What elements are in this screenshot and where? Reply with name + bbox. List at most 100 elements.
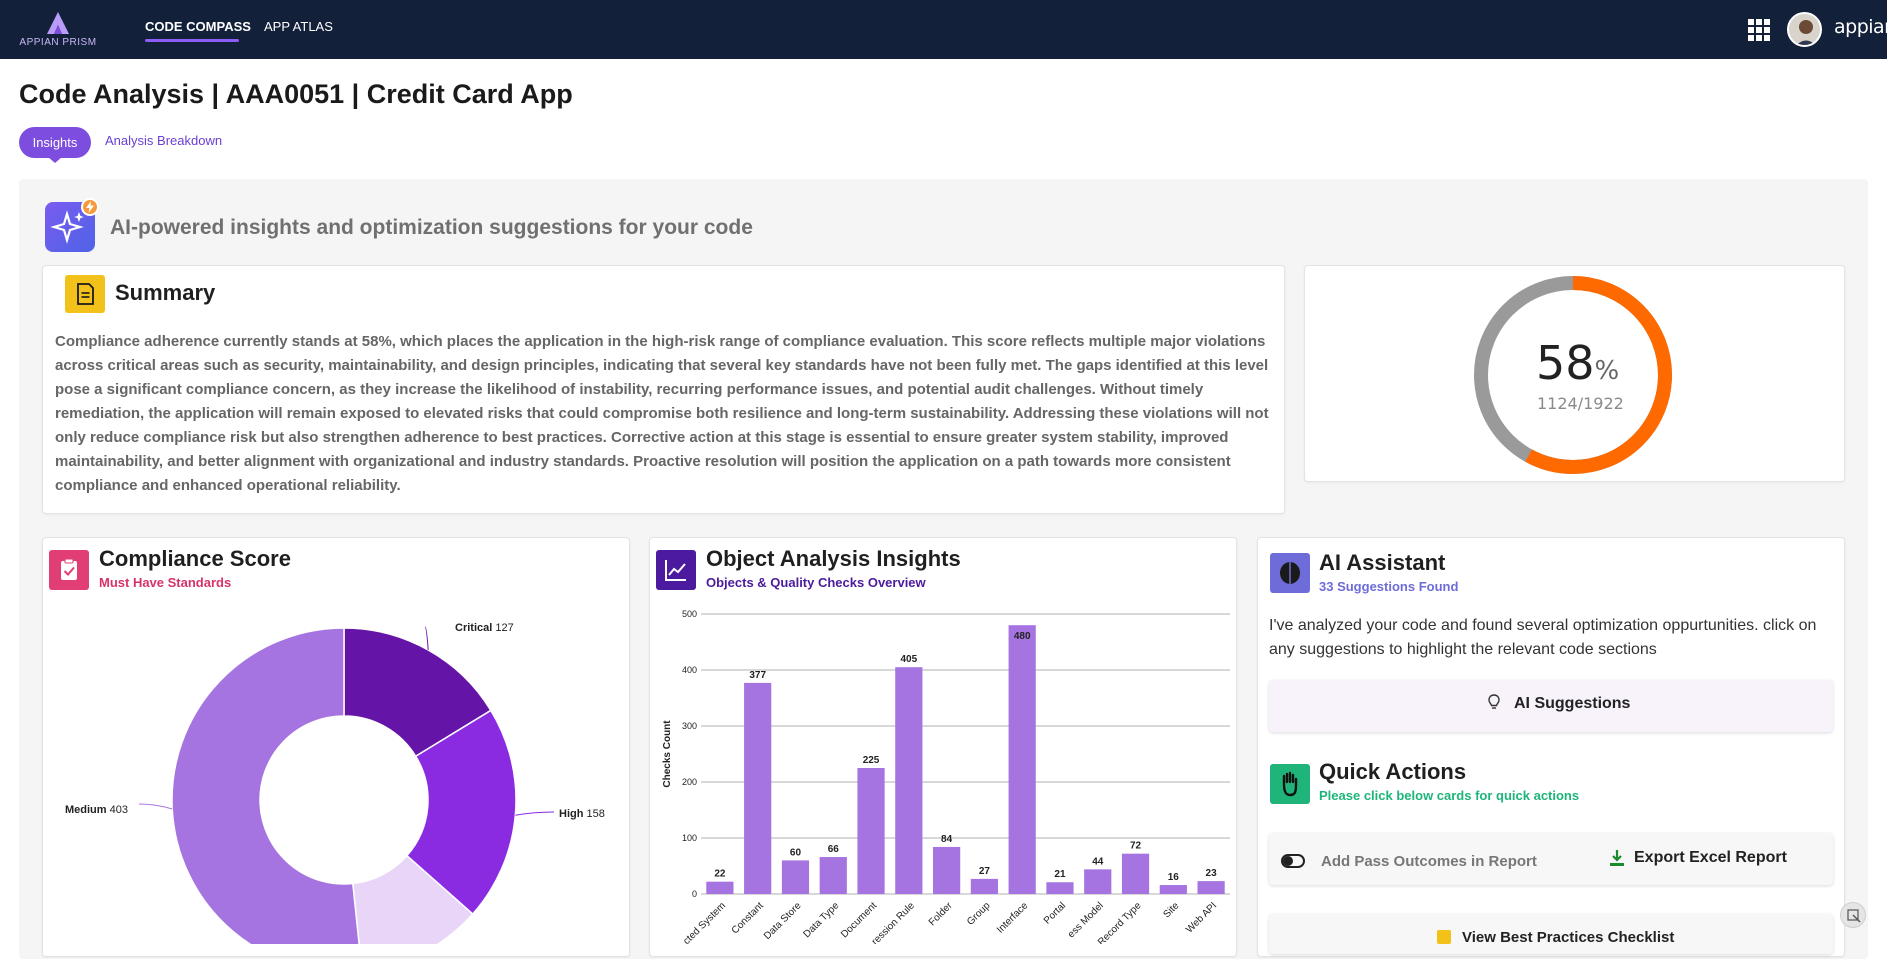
slice-label-value: 158: [587, 808, 605, 820]
y-axis-label: Checks Count: [662, 720, 673, 788]
bar: [1121, 853, 1150, 894]
y-tick-label: 500: [682, 609, 697, 619]
bar-data-label: 60: [790, 847, 802, 858]
lightbulb-icon: [1488, 694, 1500, 709]
slice-leader-line: [138, 803, 173, 810]
bar-data-label: 480: [1014, 631, 1031, 642]
top-navigation-bar: APPIAN PRISM CODE COMPASS APP ATLAS appi…: [0, 0, 1887, 59]
prism-icon: [47, 12, 69, 34]
x-tick-label: Interface: [995, 900, 1031, 936]
slice-leader-line: [424, 626, 429, 651]
add-pass-outcomes-label[interactable]: Add Pass Outcomes in Report: [1321, 853, 1537, 870]
ai-assistant-message: I've analyzed your code and found severa…: [1269, 617, 1817, 658]
bar-data-label: 66: [828, 844, 840, 855]
bar-data-label: 225: [863, 755, 880, 766]
trend-chart-icon: [656, 550, 696, 590]
slice-label: Medium 403: [65, 804, 128, 816]
slice-label-name: High: [559, 808, 587, 820]
x-tick-label: Group: [965, 900, 993, 928]
bar: [781, 860, 810, 894]
user-avatar[interactable]: [1787, 12, 1822, 47]
donut-slice: [171, 627, 360, 944]
clipboard-check-icon: [49, 550, 89, 590]
tab-insights[interactable]: Insights: [19, 127, 91, 158]
x-tick-label: Data Store: [762, 900, 804, 942]
corner-tool-button[interactable]: [1840, 902, 1866, 928]
bar: [857, 768, 885, 894]
quick-actions-subtitle: Please click below cards for quick actio…: [1319, 788, 1580, 803]
y-tick-label: 100: [682, 833, 697, 843]
slice-label-name: Medium: [65, 804, 110, 816]
x-tick-label: Constant: [730, 900, 766, 936]
document-icon: [65, 275, 105, 313]
checks-bar-chart: 0 100 200 300 400 500 Checks Count 22 cted Syste…: [662, 609, 1230, 944]
ai-suggestions-label[interactable]: AI Suggestions: [1514, 695, 1631, 712]
nav-code-compass[interactable]: CODE COMPASS: [145, 19, 251, 34]
nav-active-indicator: [145, 39, 239, 42]
bar-data-label: 72: [1130, 841, 1142, 852]
bar-data-label: 377: [749, 670, 766, 681]
ring-filled-arc: [1474, 276, 1672, 474]
slice-label-value: 403: [110, 804, 128, 816]
quick-actions-title: Quick Actions: [1319, 759, 1467, 784]
active-tab-pointer: [48, 157, 62, 163]
hand-icon: [1270, 764, 1310, 804]
ai-assistant-title: AI Assistant: [1319, 550, 1446, 575]
percent-sign: %: [1594, 356, 1620, 386]
summary-card: [42, 265, 1285, 514]
compliance-donut-chart: Critical 127 High 158 Medium 403: [65, 622, 605, 944]
x-tick-label: Site: [1161, 900, 1181, 920]
y-tick-label: 0: [692, 889, 697, 899]
logo-text: APPIAN PRISM: [19, 37, 97, 48]
toggle-switch-icon[interactable]: [1281, 854, 1305, 868]
bar: [1046, 882, 1074, 894]
view-checklist-button[interactable]: View Best Practices Checklist: [1462, 929, 1675, 946]
summary-text: Compliance adherence currently stands at…: [55, 333, 1269, 494]
slice-label: Critical 127: [455, 622, 514, 634]
compliance-ring-card: [1304, 265, 1845, 482]
download-icon: [1610, 850, 1624, 866]
ai-suggestions-button[interactable]: [1269, 680, 1833, 732]
bar: [1197, 881, 1225, 894]
tab-analysis-breakdown[interactable]: Analysis Breakdown: [105, 133, 223, 148]
quick-actions-row: [1269, 833, 1833, 885]
x-tick-label: cted System: [681, 900, 728, 944]
lightning-badge-icon: [81, 198, 99, 216]
x-tick-label: Document: [839, 900, 879, 940]
export-excel-button[interactable]: Export Excel Report: [1634, 849, 1787, 866]
nav-app-atlas[interactable]: APP ATLAS: [264, 19, 333, 34]
bar-data-label: 405: [900, 654, 917, 665]
x-tick-label: Web API: [1184, 900, 1219, 935]
x-tick-label: ess Model: [1066, 900, 1106, 940]
bar-data-label: 22: [714, 869, 726, 880]
compliance-score-subtitle: Must Have Standards: [99, 575, 232, 590]
compliance-percent: 58%: [1536, 336, 1619, 390]
page-title: Code Analysis | AAA0051 | Credit Card Ap…: [19, 79, 573, 109]
brain-icon: [1270, 553, 1310, 593]
appian-brand-logo[interactable]: appian: [1834, 16, 1887, 38]
x-tick-label: Folder: [927, 900, 955, 928]
object-analysis-title: Object Analysis Insights: [706, 546, 961, 571]
slice-leader-line: [515, 811, 555, 816]
bar: [933, 846, 961, 894]
y-tick-label: 300: [682, 721, 697, 731]
ai-assistant-card: [1257, 537, 1845, 957]
slice-label-value: 127: [495, 622, 513, 634]
bar-data-label: 84: [941, 834, 953, 845]
slice-label-name: Critical: [455, 622, 495, 634]
y-tick-label: 400: [682, 665, 697, 675]
apps-grid-icon[interactable]: [1748, 19, 1770, 41]
toggle-knob: [1283, 856, 1293, 866]
slice-label: High 158: [559, 808, 605, 820]
bar: [1159, 885, 1187, 894]
appian-prism-logo[interactable]: APPIAN PRISM: [13, 10, 103, 50]
compliance-ring-chart: [1474, 276, 1672, 474]
bar: [895, 667, 923, 894]
bar-data-label: 27: [979, 866, 991, 877]
donut-slice: [343, 627, 492, 758]
bar: [819, 857, 847, 894]
bar: [1084, 869, 1112, 894]
bar-data-label: 44: [1092, 856, 1104, 867]
bar-data-label: 16: [1168, 872, 1180, 883]
donut-slice: [405, 709, 517, 916]
